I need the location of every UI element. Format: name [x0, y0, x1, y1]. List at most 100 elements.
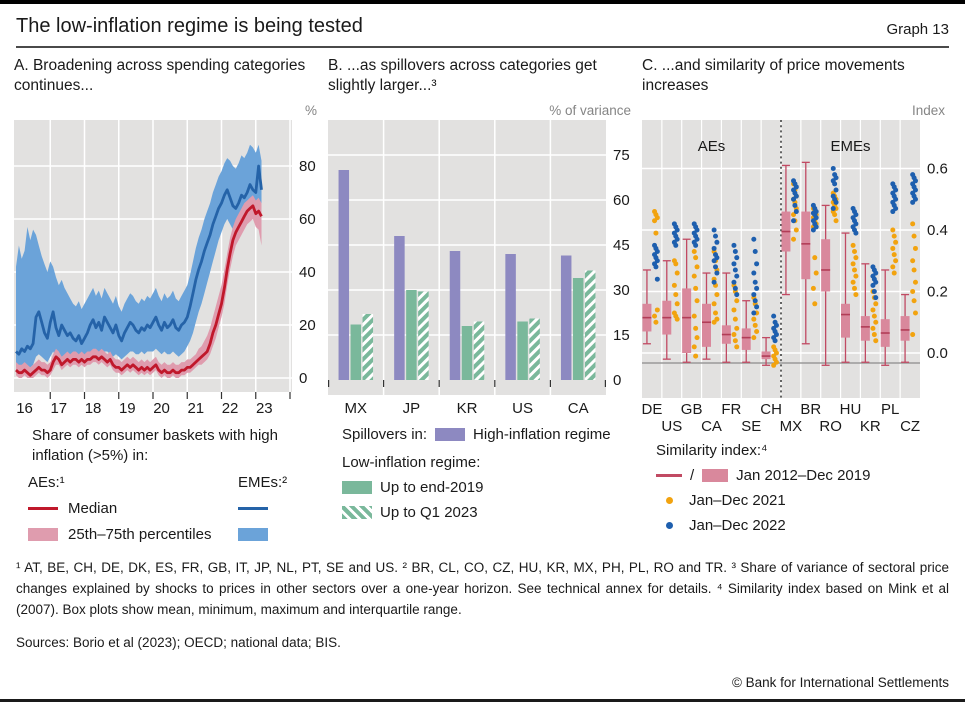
panel-c-unit-label: Index — [911, 103, 945, 118]
panel-b-title: B. ...as spillovers across categories ge… — [328, 57, 597, 95]
svg-text:PL: PL — [881, 401, 899, 418]
low-regime-header: Low-inflation regime: — [342, 454, 481, 471]
svg-text:20: 20 — [299, 317, 316, 334]
svg-text:BR: BR — [800, 401, 821, 418]
panels-row: A. Broadening across spending categories… — [14, 56, 951, 543]
svg-text:30: 30 — [613, 282, 630, 299]
svg-text:0: 0 — [613, 372, 621, 389]
panel-c-title: C. ...and similarity of price movements … — [642, 57, 905, 95]
svg-text:CH: CH — [760, 401, 782, 418]
svg-text:AEs: AEs — [698, 138, 726, 155]
q12023-label: Up to Q1 2023 — [380, 504, 478, 521]
panel-a-legend-caption: Share of consumer baskets with high infl… — [32, 427, 278, 464]
svg-text:18: 18 — [85, 400, 102, 417]
whisker-swatch — [656, 474, 682, 477]
svg-text:MX: MX — [345, 400, 368, 417]
box-swatch — [702, 469, 729, 482]
svg-text:15: 15 — [613, 327, 630, 344]
emes-percentiles-swatch — [238, 528, 268, 541]
spillovers-label: Spillovers in: — [342, 426, 428, 443]
svg-text:JP: JP — [403, 400, 421, 417]
panel-b-plot: 0 15 30 45 60 75 MX JP KR US CA — [328, 120, 630, 417]
dots2021-row: Jan–Dec 2021 — [642, 492, 947, 509]
svg-text:KR: KR — [860, 418, 881, 435]
panel-a: A. Broadening across spending categories… — [14, 56, 319, 543]
svg-text:16: 16 — [16, 400, 33, 417]
svg-text:0.6: 0.6 — [927, 161, 948, 178]
box-period-label: Jan 2012–Dec 2019 — [736, 467, 871, 484]
box-legend-row: / Jan 2012–Dec 2019 — [642, 467, 947, 484]
aes-header: AEs:¹ — [28, 474, 65, 491]
aes-median-swatch — [28, 506, 58, 511]
svg-text:0.2: 0.2 — [927, 284, 948, 301]
high-regime-label: High-inflation regime — [473, 426, 611, 443]
svg-text:23: 23 — [256, 400, 273, 417]
svg-text:45: 45 — [613, 237, 630, 254]
percentiles-label: 25th–75th percentiles — [68, 526, 212, 543]
panel-b-legend: Spillovers in: High-inflation regime Low… — [328, 426, 633, 521]
aes-percentiles-swatch — [28, 528, 58, 541]
svg-text:19: 19 — [119, 400, 136, 417]
panel-b: B. ...as spillovers across categories ge… — [328, 56, 633, 543]
q12023-row: Up to Q1 2023 — [328, 504, 633, 521]
emes-header: EMEs:² — [238, 474, 288, 491]
copyright: © Bank for International Settlements — [731, 675, 949, 690]
svg-text:FR: FR — [721, 401, 741, 418]
svg-text:KR: KR — [457, 400, 478, 417]
dots2022-row: Jan–Dec 2022 — [642, 517, 947, 534]
svg-text:22: 22 — [222, 400, 239, 417]
svg-text:60: 60 — [613, 192, 630, 209]
svg-text:GB: GB — [681, 401, 703, 418]
svg-text:SE: SE — [741, 418, 761, 435]
svg-text:DE: DE — [642, 401, 663, 418]
similarity-header: Similarity index:⁴ — [656, 442, 768, 459]
panel-c: C. ...and similarity of price movements … — [642, 56, 948, 543]
svg-text:US: US — [661, 418, 682, 435]
footnotes: ¹ AT, BE, CH, DE, DK, ES, FR, GB, IT, JP… — [16, 560, 949, 617]
svg-text:21: 21 — [187, 400, 204, 417]
svg-text:EMEs: EMEs — [830, 138, 870, 155]
dot-2021-swatch — [666, 497, 673, 504]
svg-text:HU: HU — [840, 401, 862, 418]
sources-line: Sources: Borio et al (2023); OECD; natio… — [16, 634, 341, 650]
slash-separator: / — [690, 467, 695, 484]
svg-text:75: 75 — [613, 147, 630, 164]
panel-a-legend: Share of consumer baskets with high infl… — [14, 426, 319, 543]
panel-c-plot: 0.0 0.2 0.4 0.6 AEs EMEs DEUSGBCAFRSECHMXBRROH… — [642, 120, 948, 435]
svg-text:0.4: 0.4 — [927, 222, 948, 239]
panel-a-unit-label: % — [304, 103, 317, 118]
svg-text:0: 0 — [299, 370, 307, 387]
svg-text:MX: MX — [780, 418, 803, 435]
svg-text:17: 17 — [50, 400, 67, 417]
median-label: Median — [68, 500, 118, 517]
end2019-label: Up to end-2019 — [380, 479, 484, 496]
page-title: The low-inflation regime is being tested — [16, 15, 363, 37]
end2019-swatch — [342, 481, 372, 494]
emes-median-swatch — [238, 506, 268, 511]
svg-text:0.0: 0.0 — [927, 345, 948, 362]
panel-c-legend: Similarity index:⁴ / Jan 2012–Dec 2019 J… — [642, 442, 947, 534]
panel-a-plot: 0 20 40 60 80 16 17 18 19 20 21 22 23 — [14, 120, 316, 417]
svg-text:US: US — [512, 400, 533, 417]
svg-text:CA: CA — [701, 418, 722, 435]
svg-text:80: 80 — [299, 158, 316, 175]
svg-text:CA: CA — [568, 400, 589, 417]
svg-text:CZ: CZ — [900, 418, 920, 435]
high-regime-swatch — [435, 428, 466, 441]
spillovers-row: Spillovers in: High-inflation regime — [328, 426, 633, 443]
header: The low-inflation regime is being tested… — [16, 4, 949, 48]
end2019-row: Up to end-2019 — [328, 479, 633, 496]
dots2022-label: Jan–Dec 2022 — [689, 517, 786, 534]
dot-2022-swatch — [666, 522, 673, 529]
dots2021-label: Jan–Dec 2021 — [689, 492, 786, 509]
svg-text:60: 60 — [299, 211, 316, 228]
panel-a-title: A. Broadening across spending categories… — [14, 57, 306, 95]
panel-a-legend-grid: AEs:¹ EMEs:² Median 25th–75th percentile… — [14, 474, 319, 543]
svg-text:RO: RO — [819, 418, 842, 435]
q12023-swatch — [342, 506, 372, 519]
svg-text:40: 40 — [299, 264, 316, 281]
svg-text:20: 20 — [153, 400, 170, 417]
graph-number: Graph 13 — [886, 21, 949, 38]
panel-b-unit-label: % of variance — [549, 103, 631, 118]
